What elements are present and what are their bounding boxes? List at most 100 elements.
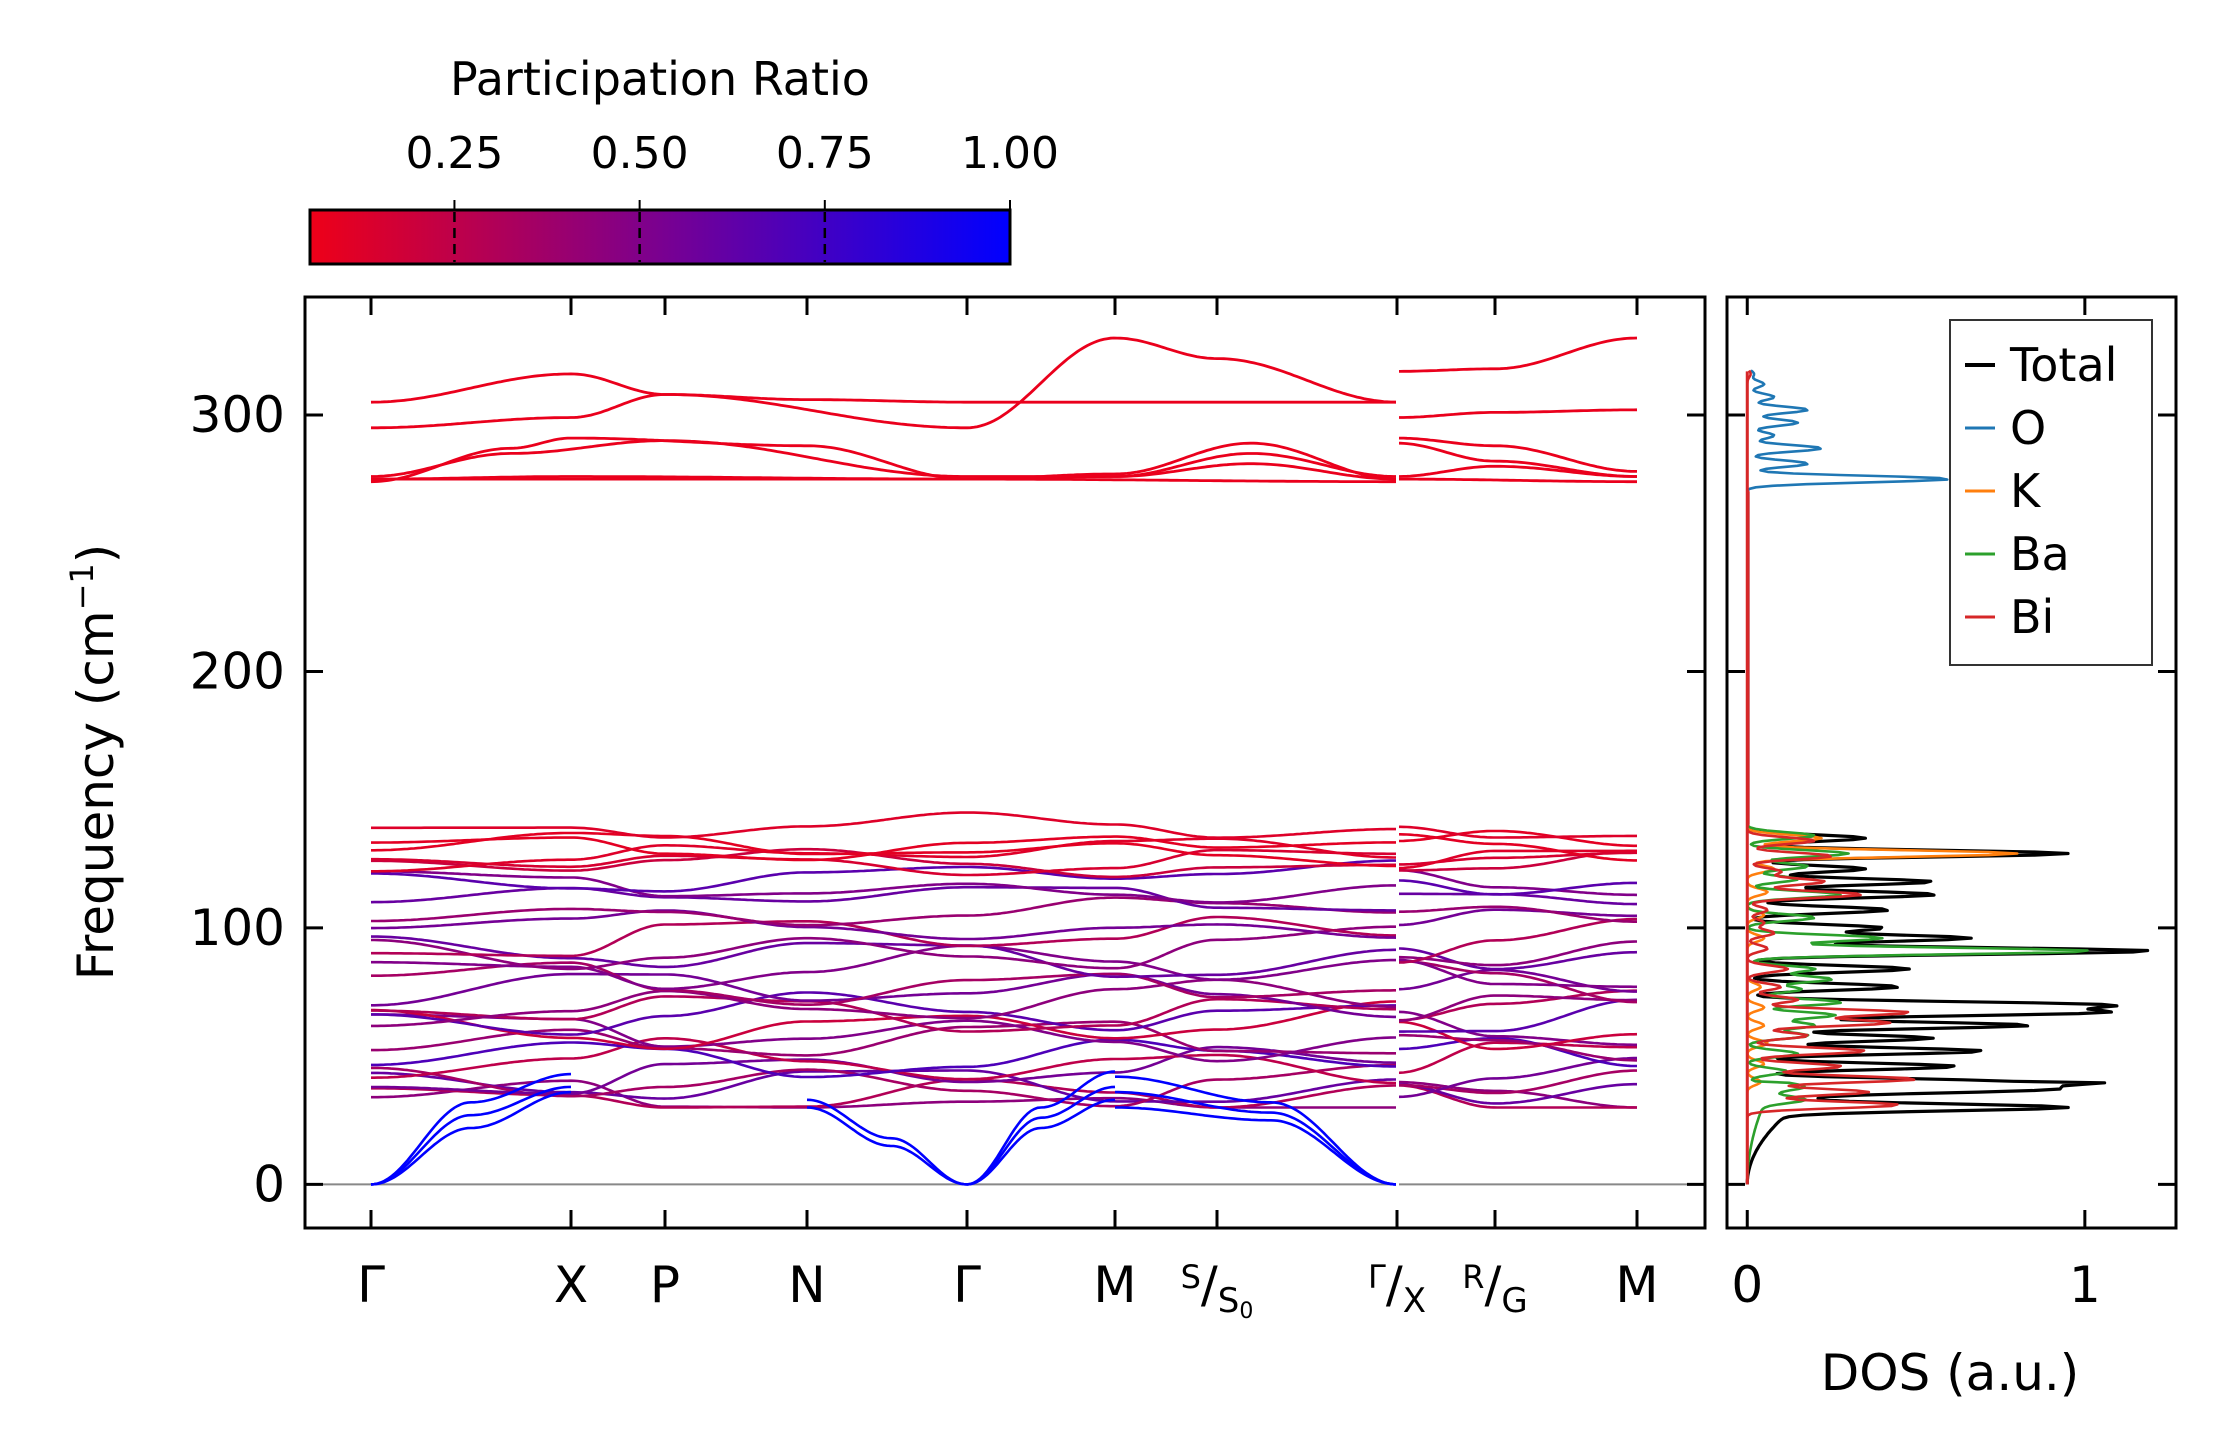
optical-band-line	[370, 436, 1397, 484]
y-axis-label: Frequency (cm−1)	[63, 544, 125, 981]
band-line	[1396, 908, 1637, 927]
kpoint-label: Γ	[357, 1256, 385, 1314]
optical-band-line	[1397, 477, 1637, 484]
optical-band-line	[370, 372, 1397, 404]
legend-label: Ba	[2010, 527, 2070, 581]
acoustic-band-line	[370, 1090, 572, 1186]
colorbar-tick-label: 0.75	[776, 128, 874, 179]
legend-label: Bi	[2010, 590, 2054, 644]
kpoint-label: S/S0	[1181, 1256, 1254, 1324]
optical-band-line	[1397, 464, 1637, 478]
optical-band-line	[371, 439, 1397, 478]
band-line	[1397, 1033, 1638, 1062]
acoustic-band-line	[806, 1098, 968, 1186]
band-line	[1397, 940, 1638, 967]
band-line	[1397, 868, 1638, 897]
colorbar-title: Participation Ratio	[450, 52, 870, 106]
y-tick-label: 300	[190, 386, 285, 444]
band-line	[371, 848, 1397, 877]
acoustic-band-line	[806, 1106, 968, 1186]
band-line	[371, 835, 1397, 862]
band-line	[371, 811, 1397, 839]
kpoint-label: M	[1615, 1256, 1658, 1314]
band-line	[371, 1037, 1397, 1085]
acoustic-band-line	[370, 1085, 572, 1186]
band-line	[370, 885, 1397, 912]
band-line	[371, 870, 1397, 904]
colorbar-gradient	[308, 208, 1012, 266]
band-line	[371, 961, 1397, 1006]
dos-plot-frame	[1725, 295, 2178, 1230]
acoustic-band-line	[966, 1098, 1116, 1186]
band-lines	[305, 297, 1705, 1228]
acoustic-band-line	[370, 1072, 572, 1186]
acoustic-band-line	[1115, 1075, 1398, 1186]
band-line	[371, 1000, 1397, 1051]
acoustic-band-line	[1115, 1106, 1398, 1186]
band-line	[371, 1063, 1398, 1108]
band-line	[1396, 994, 1637, 1023]
band-line	[1396, 917, 1637, 964]
colorbar-tick-label: 0.25	[405, 128, 503, 179]
acoustic-band-line	[966, 1085, 1116, 1186]
band-line	[371, 1013, 1397, 1063]
band-line	[1396, 989, 1637, 1022]
band-line	[1397, 892, 1637, 906]
kpoint-label: M	[1093, 1256, 1136, 1314]
kpoint-label: R/G	[1462, 1256, 1527, 1321]
band-line	[371, 972, 1397, 1019]
optical-band-line	[371, 336, 1398, 430]
band-line	[1397, 998, 1638, 1033]
band-line	[371, 995, 1397, 1033]
colorbar-tick-label: 0.50	[591, 128, 689, 179]
optical-band-line	[1397, 436, 1637, 473]
band-line	[1396, 1036, 1637, 1068]
legend-label: O	[2010, 401, 2046, 455]
band-line	[1396, 849, 1637, 870]
band-structure-panel: 0 100 200 300 Γ X P N Γ M S/S0 Γ/X R/G M Frequency (c…	[63, 295, 1707, 1324]
y-tick-label: 100	[190, 899, 285, 957]
dos-x-tick-label: 0	[1731, 1256, 1763, 1314]
segment-break	[1396, 297, 1399, 1228]
band-line	[1397, 959, 1637, 1004]
band-line	[1396, 1041, 1637, 1075]
band-line	[1396, 905, 1637, 923]
optical-band-line	[1397, 408, 1638, 419]
band-line	[371, 935, 1397, 979]
band-line	[1397, 833, 1637, 862]
optical-band-line	[371, 477, 1397, 484]
band-line	[1397, 958, 1637, 989]
legend-label: Total	[2009, 338, 2117, 392]
band-plot-frame	[303, 295, 1707, 1230]
band-line	[371, 859, 1397, 893]
band-line	[1396, 879, 1637, 896]
dos-line-total	[1745, 827, 2150, 1185]
kpoint-label: N	[788, 1256, 825, 1314]
colorbar-tick-label: 1.00	[961, 128, 1059, 179]
kpoint-label: P	[650, 1256, 680, 1314]
kpoint-label: X	[554, 1256, 588, 1314]
band-line	[1396, 1010, 1637, 1047]
band-line	[1397, 825, 1637, 839]
band-line	[371, 991, 1397, 1036]
band-line	[371, 909, 1398, 941]
band-axes: 0 100 200 300 Γ X P N Γ M S/S0 Γ/X R/G M	[190, 297, 1705, 1324]
acoustic-band-line	[1115, 1090, 1398, 1186]
band-line	[1397, 968, 1637, 993]
colorbar-ticks: 0.25 0.50 0.75 1.00	[405, 128, 1059, 262]
band-line	[371, 925, 1397, 971]
dos-legend: Total OK Ba Bi	[1949, 319, 2153, 666]
legend-label: K	[2010, 464, 2042, 518]
y-tick-label: 0	[253, 1155, 285, 1213]
band-line	[371, 1020, 1397, 1057]
band-line	[371, 915, 1397, 958]
kpoint-label: Γ/X	[1368, 1256, 1426, 1321]
y-tick-label: 200	[190, 642, 285, 700]
band-line	[371, 1038, 1397, 1079]
dos-line-ba	[1746, 824, 2089, 1185]
colorbar: Participation Ratio 0.25 0.50 0.75 1.00	[308, 52, 1059, 266]
band-line	[1396, 1069, 1637, 1095]
